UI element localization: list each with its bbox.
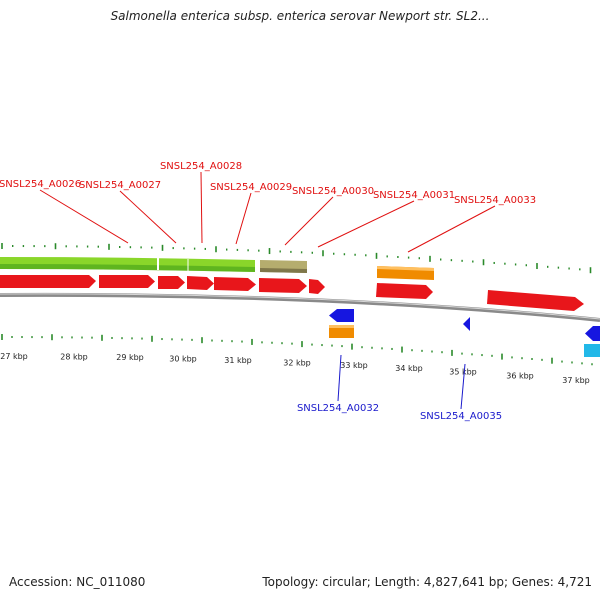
axis-label: 30 kbp bbox=[169, 354, 197, 363]
gene-label-snsl254_a0027[interactable]: SNSL254_A0027 bbox=[79, 180, 161, 191]
axis-label: 28 kbp bbox=[60, 352, 88, 361]
topology-summary: Topology: circular; Length: 4,827,641 bp… bbox=[262, 575, 592, 589]
axis-label: 33 kbp bbox=[340, 361, 368, 370]
gene-label-snsl254_a0033[interactable]: SNSL254_A0033 bbox=[454, 195, 536, 206]
axis-tick-labels: 27 kbp 28 kbp 29 kbp 30 kbp 31 kbp 32 kbp 33 k… bbox=[0, 352, 590, 385]
axis-label: 37 kbp bbox=[562, 376, 590, 385]
gene-arrow-fwd-8[interactable] bbox=[376, 283, 433, 299]
gene-labels-bottom: SNSL254_A0032 SNSL254_A0035 bbox=[297, 354, 502, 422]
gene-label-leader bbox=[284, 196, 334, 246]
gene-label-leader bbox=[235, 192, 252, 245]
forward-cds-track bbox=[0, 275, 584, 311]
genome-title: Salmonella enterica subsp. enterica sero… bbox=[110, 9, 490, 23]
gene-label-leader bbox=[39, 189, 129, 244]
gene-label-snsl254_a0035[interactable]: SNSL254_A0035 bbox=[420, 411, 502, 422]
gene-arrow-a0030[interactable] bbox=[214, 277, 256, 291]
outer-tick-track bbox=[1, 243, 592, 274]
gene-label-snsl254_a0030[interactable]: SNSL254_A0030 bbox=[292, 186, 374, 197]
accession-text: Accession: NC_011080 bbox=[9, 575, 146, 589]
genome-backbone bbox=[0, 292, 600, 322]
gene-arrow-fwd-9[interactable] bbox=[487, 290, 584, 311]
inner-tick-track bbox=[1, 334, 593, 366]
genome-backbone-highlight bbox=[0, 293, 600, 320]
cyan-feature[interactable] bbox=[584, 344, 600, 357]
gene-arrow-a0033[interactable] bbox=[309, 279, 325, 294]
gene-label-snsl254_a0031[interactable]: SNSL254_A0031 bbox=[373, 190, 455, 201]
orange-feature-top[interactable] bbox=[377, 266, 434, 280]
axis-label: 32 kbp bbox=[283, 358, 311, 367]
reverse-cds-track bbox=[329, 309, 600, 341]
green-feature-band[interactable] bbox=[0, 257, 255, 272]
axis-label: 29 kbp bbox=[116, 353, 144, 362]
gene-label-leader bbox=[337, 354, 342, 402]
gene-label-snsl254_a0026[interactable]: SNSL254_A0026 bbox=[0, 179, 81, 190]
gene-label-leader bbox=[317, 200, 415, 248]
axis-label: 36 kbp bbox=[506, 372, 534, 381]
gene-arrow-a0027[interactable] bbox=[99, 275, 155, 288]
gene-label-leader bbox=[119, 190, 177, 244]
gene-label-leader bbox=[460, 363, 466, 410]
gene-label-snsl254_a0029[interactable]: SNSL254_A0029 bbox=[210, 182, 292, 193]
gene-arrow-rev-edge[interactable] bbox=[585, 326, 600, 341]
axis-label: 31 kbp bbox=[224, 356, 252, 365]
gene-arrow-a0032[interactable] bbox=[329, 309, 354, 322]
olive-feature[interactable] bbox=[260, 260, 307, 273]
axis-label: 35 kbp bbox=[449, 367, 477, 376]
gene-arrow-a0035[interactable] bbox=[463, 317, 470, 331]
gene-label-snsl254_a0032[interactable]: SNSL254_A0032 bbox=[297, 403, 379, 414]
gene-label-leader bbox=[407, 205, 496, 253]
gene-arrow-a0026[interactable] bbox=[0, 275, 96, 288]
gene-arrow-a0031[interactable] bbox=[259, 278, 307, 293]
axis-label: 34 kbp bbox=[395, 364, 423, 373]
axis-label: 27 kbp bbox=[0, 352, 28, 361]
gene-arrow-a0029[interactable] bbox=[187, 276, 214, 290]
orange-feature-bottom[interactable] bbox=[329, 325, 354, 338]
gene-label-snsl254_a0028[interactable]: SNSL254_A0028 bbox=[160, 161, 242, 172]
gene-label-leader bbox=[200, 171, 203, 244]
gene-arrow-a0028[interactable] bbox=[158, 276, 185, 289]
